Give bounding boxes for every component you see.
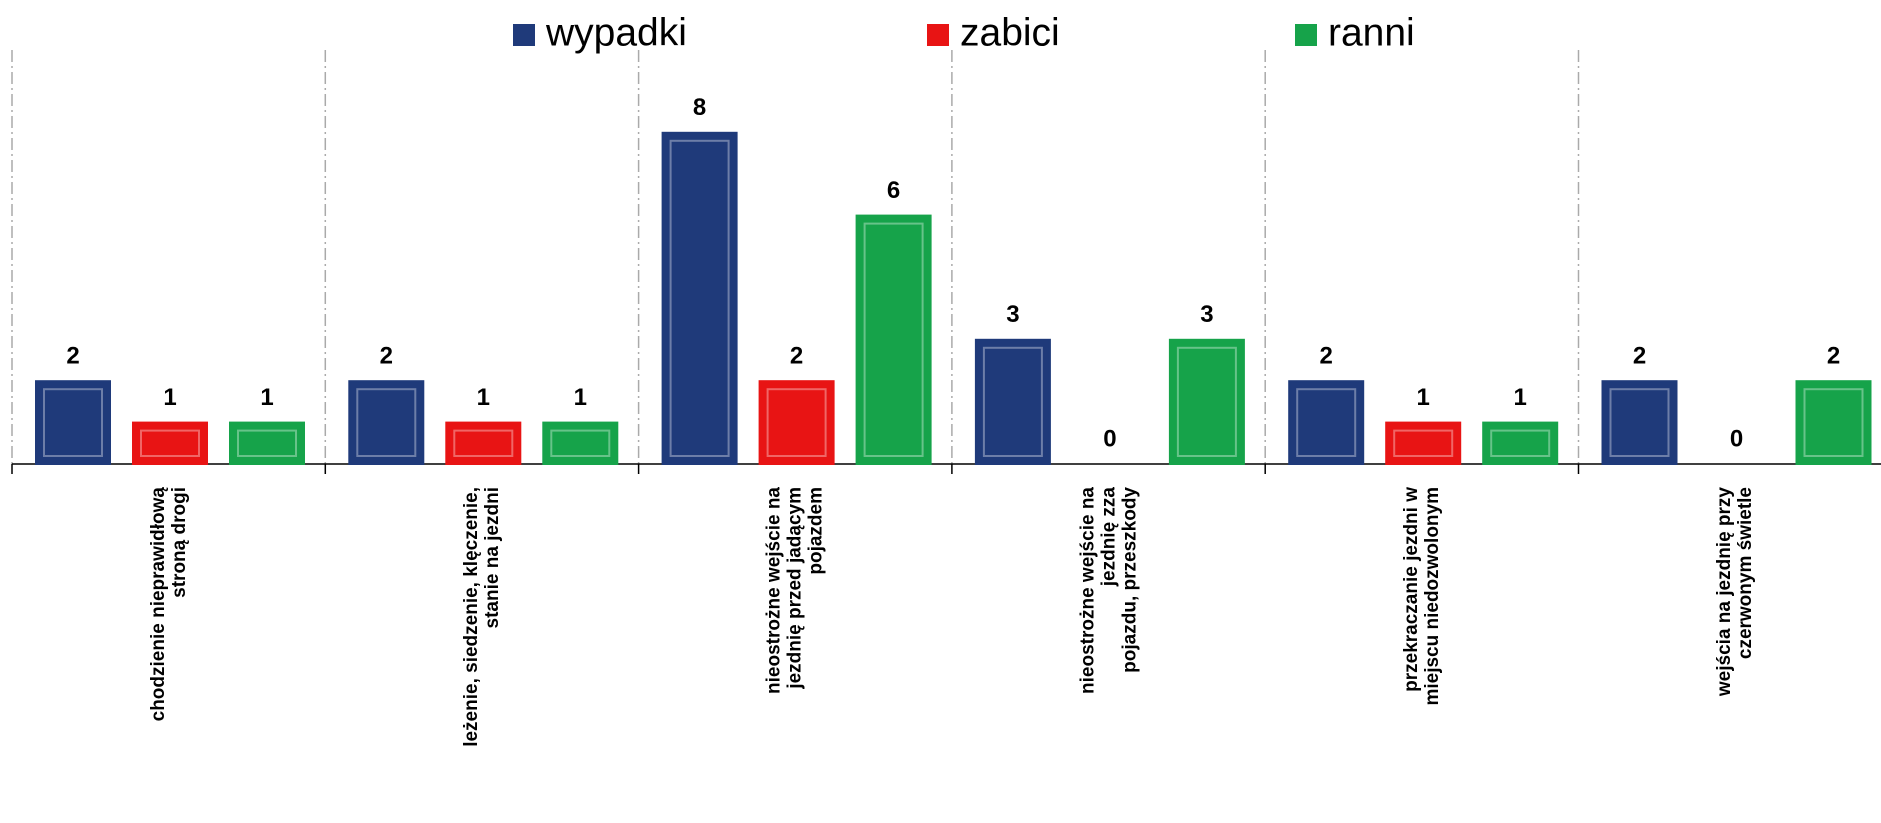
bar bbox=[348, 380, 425, 466]
x-tick-label: leżenie, siedzenie, klęczenie, stanie na… bbox=[460, 487, 503, 747]
bar bbox=[1601, 380, 1678, 466]
bar bbox=[132, 421, 208, 466]
value-label: 8 bbox=[693, 94, 706, 121]
bar bbox=[974, 338, 1051, 465]
legend-swatch bbox=[927, 24, 949, 46]
x-tick-label: nieostrożne wejście na jezdnię przed jad… bbox=[763, 487, 827, 694]
bar-bevel bbox=[766, 388, 827, 458]
value-label: 2 bbox=[1320, 343, 1333, 370]
value-label: 2 bbox=[1827, 343, 1840, 370]
legend-label: wypadki bbox=[545, 11, 687, 54]
legend-label: zabici bbox=[960, 11, 1060, 54]
x-tick-label: chodzienie nieprawidłową stroną drogi bbox=[147, 487, 190, 722]
legend-swatch bbox=[1295, 24, 1317, 46]
bar-bevel bbox=[669, 139, 730, 458]
value-label: 6 bbox=[887, 177, 900, 204]
bar-bevel bbox=[982, 346, 1043, 457]
bar bbox=[445, 421, 522, 466]
bar-bevel bbox=[1296, 388, 1357, 458]
value-label: 1 bbox=[260, 384, 273, 411]
value-label: 0 bbox=[1730, 425, 1743, 452]
bar-bevel bbox=[356, 388, 417, 458]
bar bbox=[1385, 421, 1462, 466]
bar bbox=[542, 421, 619, 466]
bar-bevel bbox=[1176, 346, 1237, 457]
bar-bevel bbox=[237, 429, 297, 458]
x-tick-label: nieostrożne wejście na jezdnię zza pojaz… bbox=[1077, 487, 1141, 694]
bar bbox=[1795, 380, 1872, 466]
bar bbox=[855, 214, 932, 465]
bar-bevel bbox=[43, 388, 103, 458]
value-label: 1 bbox=[1514, 384, 1527, 411]
bar bbox=[229, 421, 305, 466]
value-label: 2 bbox=[790, 343, 803, 370]
legend-label: ranni bbox=[1328, 11, 1415, 54]
bar-bevel bbox=[1490, 429, 1551, 458]
bar-bevel bbox=[863, 222, 924, 457]
bar-bevel bbox=[550, 429, 611, 458]
legend-swatch bbox=[513, 24, 535, 46]
value-label: 1 bbox=[1417, 384, 1430, 411]
bar bbox=[1482, 421, 1559, 466]
bar bbox=[758, 380, 835, 466]
value-label: 1 bbox=[477, 384, 490, 411]
x-tick-label: przekraczanie jezdni w miejscu niedozwol… bbox=[1400, 487, 1443, 706]
bar-bevel bbox=[1803, 388, 1864, 458]
value-label: 3 bbox=[1006, 301, 1019, 328]
bar bbox=[35, 380, 111, 466]
bar-bevel bbox=[1393, 429, 1454, 458]
value-label: 2 bbox=[66, 343, 79, 370]
bar-bevel bbox=[1609, 388, 1670, 458]
bar bbox=[1288, 380, 1365, 466]
value-label: 1 bbox=[574, 384, 587, 411]
value-label: 2 bbox=[380, 343, 393, 370]
value-label: 1 bbox=[163, 384, 176, 411]
value-label: 3 bbox=[1200, 301, 1213, 328]
value-label: 0 bbox=[1103, 425, 1116, 452]
x-tick-label: wejścia na jezdnię przy czerwonym świetl… bbox=[1714, 487, 1757, 697]
bar-bevel bbox=[140, 429, 200, 458]
bar bbox=[1168, 338, 1245, 465]
bar-bevel bbox=[453, 429, 514, 458]
value-label: 2 bbox=[1633, 343, 1646, 370]
bar bbox=[661, 131, 738, 466]
